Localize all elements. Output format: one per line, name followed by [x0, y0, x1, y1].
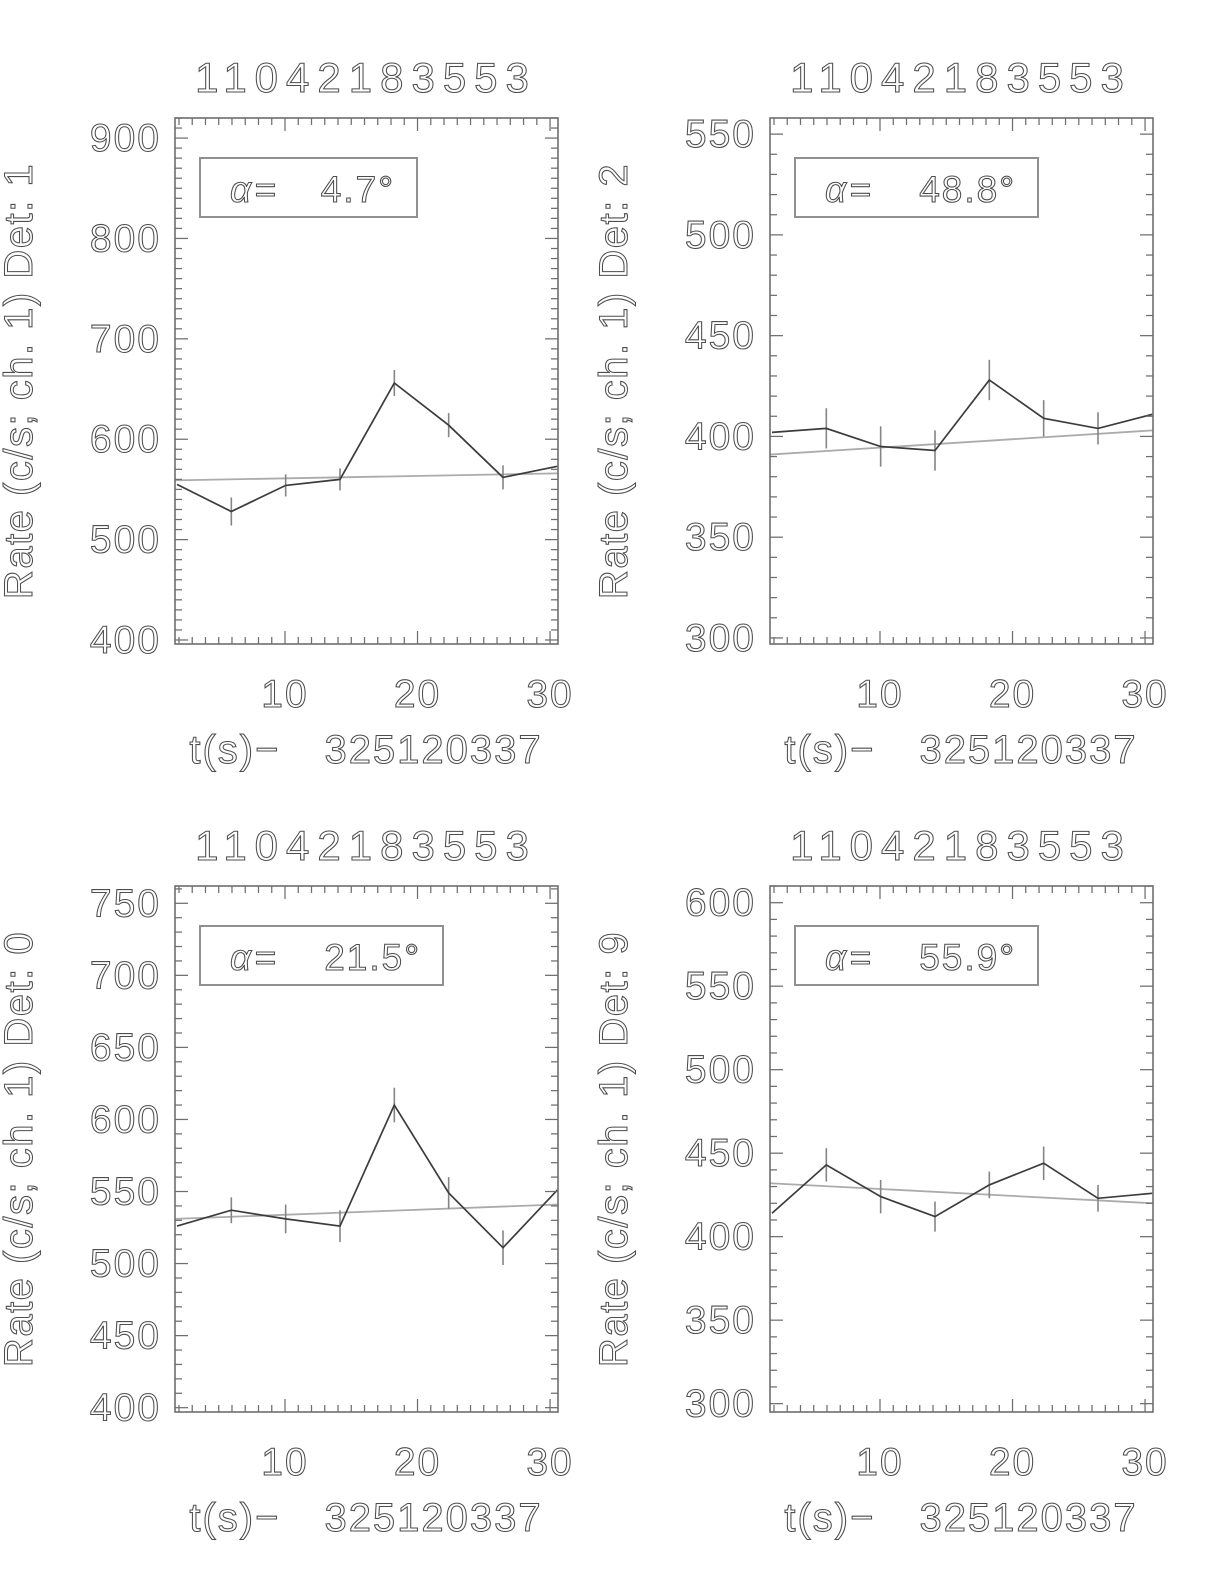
alpha-annotation-box [794, 157, 1039, 218]
plot-frame [769, 885, 1154, 1413]
x-tick-label: 30 [1121, 673, 1168, 716]
background-trend-line [174, 472, 559, 482]
alpha-annotation-value: 4.7° [321, 169, 395, 210]
x-tick-label: 20 [989, 673, 1036, 716]
light-curve-panel-top-right: 300 350 400 450 500 550 10 20 30 11042183553 t(s)−… [595, 0, 1207, 792]
y-tick-label: 800 [90, 217, 161, 260]
light-curve-chart-det-2: 300 350 400 450 500 550 10 20 30 11042183553 t(s)−… [595, 53, 1168, 772]
y-tick-label: 750 [90, 882, 161, 925]
axis-ticks [175, 117, 558, 644]
x-tick-label: 10 [856, 1441, 903, 1484]
error-bars [230, 1087, 504, 1266]
x-tick-label: 20 [989, 1441, 1036, 1484]
y-tick-label: 350 [685, 1299, 756, 1342]
background-trend-line [769, 429, 1154, 456]
y-tick-label: 400 [685, 1216, 756, 1259]
y-tick-label: 500 [90, 1243, 161, 1286]
background-trend-line [174, 1203, 559, 1220]
panel-title: 11042183553 [195, 822, 537, 869]
x-tick-label: 30 [526, 673, 573, 716]
x-tick-label: 20 [394, 673, 441, 716]
light-curve-chart-det-0: 400 450 500 550 600 650 700 750 10 20 30 1104218355… [0, 821, 573, 1540]
error-bars [230, 369, 504, 526]
x-tick-label: 30 [1121, 1441, 1168, 1484]
y-tick-label: 700 [90, 318, 161, 361]
y-tick-label: 400 [90, 1387, 161, 1430]
light-curve-panel-top-left: 400 500 600 700 800 900 10 20 30 11042183553 t(s)−… [0, 0, 612, 792]
data-line [176, 1103, 558, 1249]
y-tick-label: 600 [90, 418, 161, 461]
y-tick-label: 350 [685, 516, 756, 559]
y-tick-label: 450 [90, 1315, 161, 1358]
x-tick-label: 20 [394, 1441, 441, 1484]
y-tick-label: 300 [685, 1383, 756, 1426]
panel-title: 11042183553 [790, 54, 1132, 101]
light-curve-panel-bottom-left: 400 450 500 550 600 650 700 750 10 20 30 1104218355… [0, 768, 612, 1560]
y-axis-label: Rate (c/s; ch. 1) Det: 2 [595, 163, 636, 599]
y-tick-label: 550 [685, 113, 756, 156]
y-tick-label: 400 [90, 619, 161, 662]
plot-frame [769, 117, 1154, 645]
y-axis-label: Rate (c/s; ch. 1) Det: 0 [0, 931, 41, 1367]
alpha-annotation-prefix: α= [230, 169, 279, 210]
y-tick-label: 300 [685, 617, 756, 660]
panel-title: 11042183553 [195, 54, 537, 101]
y-tick-label: 600 [685, 882, 756, 925]
data-line [176, 381, 558, 513]
alpha-annotation-box [794, 925, 1039, 986]
y-tick-label: 600 [90, 1098, 161, 1141]
alpha-annotation-value: 48.8° [919, 169, 1016, 210]
y-axis-label: Rate (c/s; ch. 1) Det: 9 [595, 931, 636, 1367]
y-tick-label: 700 [90, 954, 161, 997]
y-tick-label: 900 [90, 117, 161, 160]
y-tick-label: 500 [90, 519, 161, 562]
x-axis-label: t(s)− 325120337 [784, 728, 1137, 772]
alpha-annotation-value: 21.5° [324, 937, 421, 978]
y-tick-label: 400 [685, 415, 756, 458]
background-trend-line [769, 1182, 1154, 1205]
light-curve-panel-bottom-right: 300 350 400 450 500 550 600 10 20 30 11042183553 t(… [595, 768, 1207, 1560]
x-tick-label: 10 [856, 673, 903, 716]
light-curve-chart-det-1: 400 500 600 700 800 900 10 20 30 11042183553 t(s)−… [0, 53, 573, 772]
panel-title: 11042183553 [790, 822, 1132, 869]
alpha-annotation-prefix: α= [825, 937, 874, 978]
x-axis-label: t(s)− 325120337 [189, 1496, 542, 1540]
data-line [771, 378, 1153, 452]
data-line [771, 1162, 1153, 1218]
x-axis-label: t(s)− 325120337 [189, 728, 542, 772]
y-tick-label: 500 [685, 1049, 756, 1092]
y-tick-label: 650 [90, 1026, 161, 1069]
axis-ticks [770, 885, 1153, 1412]
alpha-annotation-box [199, 157, 418, 218]
x-tick-label: 10 [261, 673, 308, 716]
light-curve-chart-det-9: 300 350 400 450 500 550 600 10 20 30 11042183553 t(… [595, 821, 1168, 1540]
y-tick-label: 450 [685, 1132, 756, 1175]
y-tick-label: 500 [685, 214, 756, 257]
axis-ticks [175, 886, 558, 1412]
x-axis-label: t(s)− 325120337 [784, 1496, 1137, 1540]
x-tick-label: 10 [261, 1441, 308, 1484]
alpha-annotation-prefix: α= [825, 169, 874, 210]
y-tick-label: 450 [685, 315, 756, 358]
axis-ticks [770, 118, 1153, 644]
plot-frame [174, 885, 559, 1413]
y-axis-label: Rate (c/s; ch. 1) Det: 1 [0, 163, 41, 599]
alpha-annotation-box [199, 925, 444, 986]
alpha-annotation-prefix: α= [230, 937, 279, 978]
plot-frame [174, 117, 559, 645]
y-tick-label: 550 [90, 1171, 161, 1214]
y-tick-label: 550 [685, 965, 756, 1008]
alpha-annotation-value: 55.9° [919, 937, 1016, 978]
x-tick-label: 30 [526, 1441, 573, 1484]
